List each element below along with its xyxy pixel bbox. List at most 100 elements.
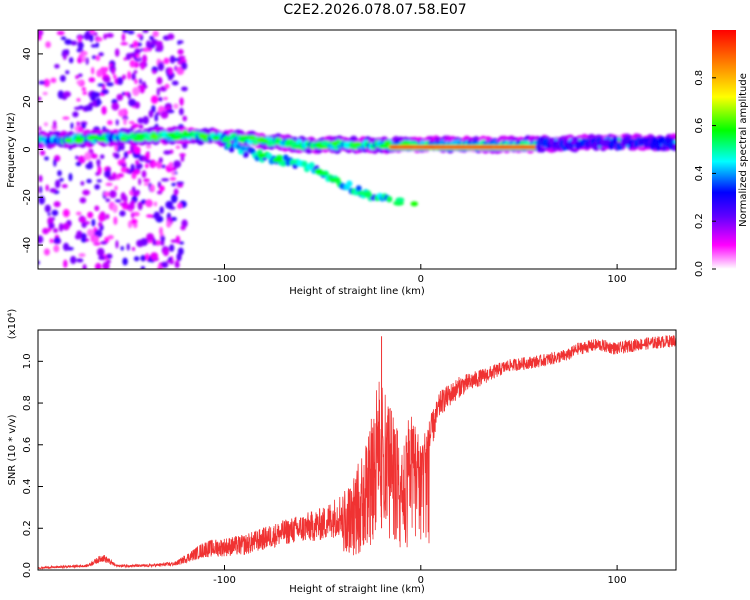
spectrogram-clump: [212, 135, 220, 141]
colorbar-label: Normalized spectral amplitude: [738, 73, 749, 227]
spectrogram-noise-point: [182, 115, 188, 122]
spectrogram-noise-point: [38, 96, 42, 101]
spectrogram-noise-point: [96, 159, 101, 166]
spectrogram-noise-point: [135, 159, 140, 165]
spectrogram-noise-point: [95, 55, 101, 61]
spectrogram-noise-point: [143, 47, 150, 52]
spectrogram-noise-point: [94, 262, 102, 269]
spectrogram-noise-point: [80, 233, 87, 239]
spectrogram-noise-point: [132, 87, 140, 97]
spectrogram-noise-point: [98, 221, 103, 227]
spectrogram-noise-point: [63, 259, 68, 268]
snr-y-label: SNR (10 * v/v): [7, 414, 18, 485]
spectrogram-noise-point: [49, 188, 57, 193]
spectrogram-noise-point: [134, 78, 138, 85]
spectrogram-noise-point: [38, 30, 44, 37]
spectrogram-noise-point: [107, 120, 113, 126]
spectrogram-noise-point: [106, 82, 114, 87]
spectrogram-noise-point: [85, 221, 90, 225]
spectrogram-noise-point: [140, 238, 149, 246]
spectrogram-noise-point: [78, 216, 87, 223]
spectrogram-y-tick-label: -20: [22, 189, 33, 205]
colorbar-tick-label: 0.2: [694, 213, 705, 229]
spectrogram-y-tick-label: -40: [22, 237, 33, 253]
spectrogram-noise-point: [132, 211, 140, 217]
spectrogram-noise-point: [179, 241, 184, 245]
spectrogram-noise-point: [105, 182, 113, 187]
snr-panel: -100 0 100 0.0 0.2 0.4 0.6 0.8 1.0 Height of st…: [7, 309, 677, 595]
spectrogram-noise-point: [171, 216, 177, 222]
spectrogram-noise-point: [83, 32, 91, 41]
spectrogram-clump: [198, 133, 209, 139]
spectrogram-noise-point: [114, 199, 122, 203]
spectrogram-noise-point: [140, 266, 146, 269]
spectrogram-noise-point: [90, 91, 98, 100]
spectrogram-noise-point: [119, 210, 126, 217]
spectrogram-noise-point: [166, 109, 175, 114]
spectrogram-noise-point: [145, 40, 151, 49]
spectrogram-noise-point: [90, 153, 98, 159]
spectrogram-noise-point: [160, 235, 166, 242]
spectrogram-noise-point: [168, 256, 173, 261]
spectrogram-noise-point: [98, 255, 106, 261]
spectrogram-noise-point: [38, 235, 44, 244]
spectrogram-noise-point: [78, 155, 86, 164]
spectrogram-noise-point: [181, 61, 188, 70]
spectrogram-noise-point: [137, 117, 144, 124]
spectrogram-noise-point: [161, 178, 170, 182]
spectrogram-noise-point: [78, 73, 83, 78]
snr-scale-label: (x10⁴): [7, 309, 18, 340]
spectrogram-noise-point: [140, 62, 145, 70]
spectrogram-noise-point: [91, 55, 97, 60]
spectrogram-noise-point: [153, 201, 158, 207]
spectrogram-noise-point: [120, 42, 129, 46]
spectrogram-noise-point: [59, 74, 66, 82]
spectrogram-noise-point: [84, 105, 90, 112]
spectrogram-noise-point: [75, 211, 82, 216]
spectrogram-clump: [272, 157, 283, 163]
spectrogram-noise-point: [76, 48, 84, 53]
spectrogram-noise-point: [98, 52, 104, 57]
spectrogram-marks: [38, 30, 676, 269]
spectrogram-noise-point: [70, 255, 77, 265]
spectrogram-noise-point: [150, 95, 159, 104]
spectrogram-noise-point: [140, 254, 147, 262]
spectrogram-noise-point: [130, 163, 135, 173]
spectrogram-tail-point: [655, 143, 662, 152]
spectrogram-noise-point: [38, 126, 42, 132]
spectrogram-noise-point: [96, 247, 105, 257]
spectrogram-noise-point: [152, 162, 158, 167]
spectrogram-noise-point: [95, 171, 100, 176]
spectrogram-noise-point: [179, 153, 186, 157]
spectrogram-noise-point: [115, 240, 119, 249]
spectrogram-noise-point: [159, 226, 163, 236]
spectrogram-noise-point: [167, 67, 173, 76]
snr-series-line: [38, 335, 676, 570]
spectrogram-noise-point: [79, 197, 87, 204]
spectrogram-noise-point: [128, 52, 136, 57]
spectrogram-noise-point: [128, 120, 135, 125]
spectrogram-noise-point: [142, 54, 148, 64]
spectrogram-branch-point: [266, 152, 273, 160]
spectrogram-noise-point: [105, 213, 110, 220]
spectrogram-noise-point: [154, 113, 159, 122]
spectrogram-noise-point: [137, 201, 143, 211]
spectrogram-noise-point: [164, 83, 170, 89]
spectrogram-noise-point: [168, 162, 174, 168]
spectrogram-clump: [395, 197, 405, 203]
spectrogram-branch-point: [355, 185, 362, 192]
spectrogram-noise-point: [134, 48, 141, 55]
spectrogram-noise-point: [88, 77, 96, 83]
spectrogram-branch-point: [301, 160, 308, 168]
spectrogram-noise-point: [177, 48, 184, 55]
spectrogram-noise-point: [149, 35, 155, 41]
spectrogram-noise-point: [131, 72, 136, 81]
spectrogram-noise-point: [118, 109, 126, 117]
spectrogram-noise-point: [145, 159, 152, 163]
spectrogram-noise-point: [148, 109, 154, 118]
spectrogram-noise-point: [45, 41, 51, 49]
spectrogram-clump: [383, 140, 391, 146]
spectrogram-noise-point: [80, 181, 85, 186]
spectrogram-noise-point: [82, 189, 91, 196]
spectrogram-noise-point: [152, 30, 159, 38]
